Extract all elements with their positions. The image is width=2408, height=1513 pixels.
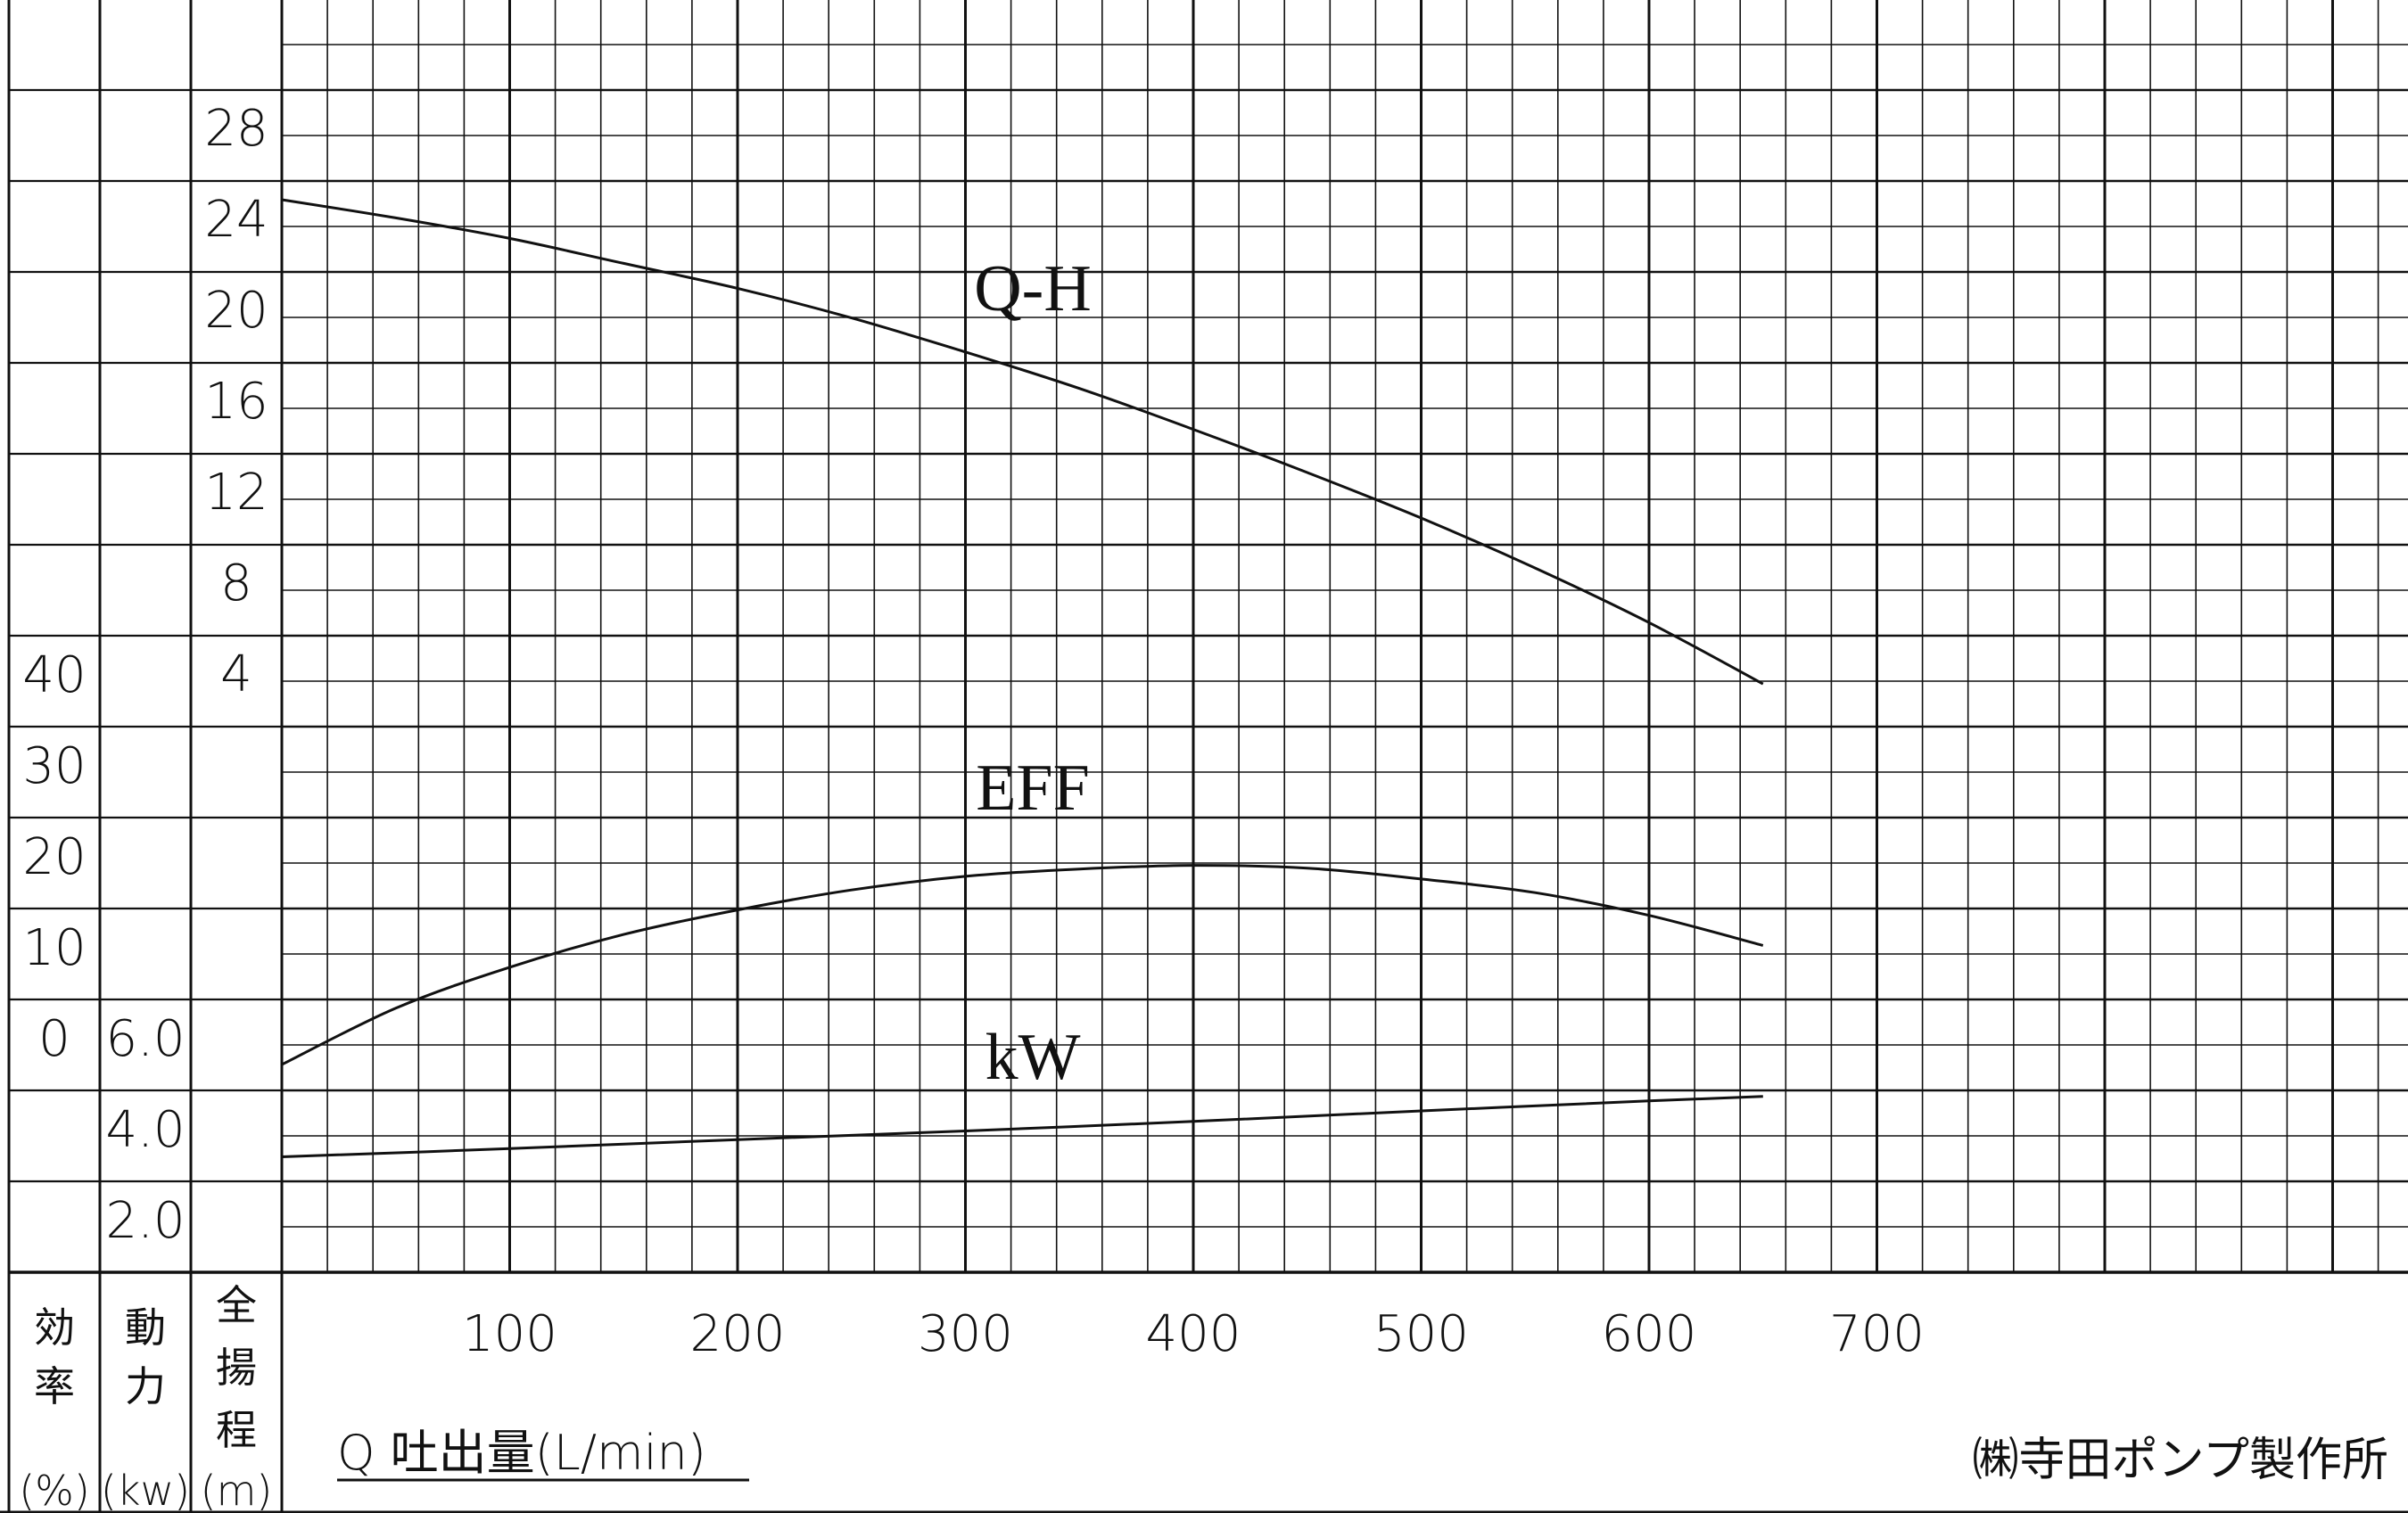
y-tick-label-head: 24 xyxy=(204,191,268,249)
series-line-eff xyxy=(281,864,1764,1066)
y-tick-label-eff: 0 xyxy=(38,1010,70,1068)
y-tick-label-kw: 2.0 xyxy=(105,1192,185,1250)
y-tick-label-head: 20 xyxy=(204,282,268,340)
y-tick-label-head: 12 xyxy=(204,464,268,522)
axis-heading-char-eff: 効 xyxy=(34,1303,75,1352)
series-label-qh: Q-H xyxy=(974,252,1092,325)
axis-heading-char-head: 揚 xyxy=(216,1344,257,1392)
axis-unit-head: (m) xyxy=(201,1467,273,1513)
performance-curves xyxy=(281,198,1764,1158)
y-tick-label-head: 4 xyxy=(220,645,252,703)
axis-heading-char-head: 程 xyxy=(216,1406,257,1454)
series-line-qh xyxy=(281,198,1764,686)
y-tick-label-head: 8 xyxy=(220,555,252,613)
x-tick-label: 100 xyxy=(462,1305,557,1363)
series-labels: Q-H EFF kW xyxy=(974,252,1092,1094)
axis-unit-kw: (kw) xyxy=(101,1467,190,1513)
axis-heading-char-eff: 率 xyxy=(34,1362,75,1410)
x-tick-label: 200 xyxy=(690,1305,786,1363)
x-tick-label: 700 xyxy=(1829,1305,1925,1363)
x-tick-label: 300 xyxy=(918,1305,1013,1363)
y-tick-label-kw: 6.0 xyxy=(105,1010,185,1068)
axis-unit-eff: (%) xyxy=(19,1467,90,1513)
x-axis-title: Q 吐出量(L/min) xyxy=(337,1425,706,1481)
x-tick-label: 500 xyxy=(1373,1305,1469,1363)
y-tick-label-kw: 4.0 xyxy=(105,1101,185,1159)
y-tick-label-eff: 10 xyxy=(22,919,86,977)
series-line-kw xyxy=(281,1095,1763,1158)
company-name: ㈱寺田ポンプ製作所 xyxy=(1973,1434,2388,1487)
series-label-eff: EFF xyxy=(976,752,1090,825)
series-label-kw: kW xyxy=(985,1021,1081,1094)
x-tick-label: 400 xyxy=(1146,1305,1241,1363)
axis-heading-char-head: 全 xyxy=(216,1281,257,1329)
y-tick-label-eff: 40 xyxy=(22,646,86,704)
axis-tick-labels: 0 10 20 30 40 効率 (%) 2.0 4.0 6.0 動力 (kw) 4 8 12 16 20 24 2… xyxy=(19,100,1925,1513)
axis-heading-char-kw: 力 xyxy=(125,1362,166,1410)
y-tick-label-head: 16 xyxy=(204,373,268,431)
y-tick-label-head: 28 xyxy=(204,100,268,158)
y-tick-label-eff: 30 xyxy=(22,737,86,795)
x-tick-label: 600 xyxy=(1602,1305,1697,1363)
y-tick-label-eff: 20 xyxy=(22,828,86,886)
axis-heading-char-kw: 動 xyxy=(125,1303,166,1352)
